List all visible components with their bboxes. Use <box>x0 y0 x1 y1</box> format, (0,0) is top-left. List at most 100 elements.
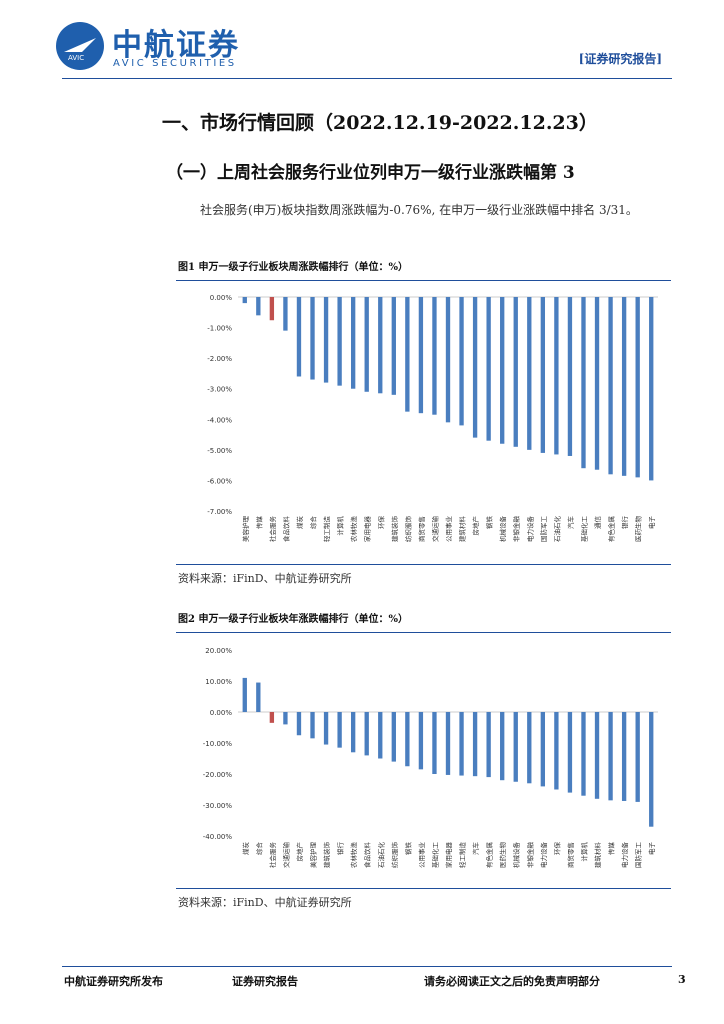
x-category-label: 建筑装饰 <box>322 842 331 869</box>
figure2-bottom-rule <box>176 888 671 889</box>
bar-国防军工 <box>635 712 640 802</box>
bar-房地产 <box>472 297 478 438</box>
x-category-label: 交通运输 <box>430 516 439 543</box>
y-tick-label: 10.00% <box>205 678 232 686</box>
bar-建筑装饰 <box>323 712 329 745</box>
x-category-label: 环保 <box>552 842 561 856</box>
x-category-label: 纺织服饰 <box>403 516 412 543</box>
bar-公用事业 <box>418 712 424 770</box>
x-category-label: 美容护理 <box>241 516 250 543</box>
x-category-label: 轻工制造 <box>322 516 331 543</box>
header-divider <box>62 78 672 79</box>
bar-计算机 <box>337 297 342 386</box>
x-category-label: 食品饮料 <box>281 516 290 543</box>
x-category-label: 农林牧渔 <box>349 842 358 869</box>
bar-传媒 <box>256 297 261 316</box>
y-tick-label: -10.00% <box>203 740 233 748</box>
figure1-source: 资料来源：iFinD、中航证券研究所 <box>178 572 352 585</box>
bar-钢铁 <box>486 297 491 441</box>
figure1-title: 图1 申万一级子行业板块周涨跌幅排行（单位：%） <box>178 262 408 273</box>
y-tick-label: 20.00% <box>205 647 232 655</box>
x-category-label: 计算机 <box>579 842 588 862</box>
figure2-top-rule <box>176 632 671 633</box>
x-category-label: 电子 <box>647 842 656 856</box>
bar-钢铁 <box>405 712 410 767</box>
report-type-tag: [证券研究报告] <box>578 52 662 66</box>
x-category-label: 房地产 <box>471 516 480 536</box>
x-category-label: 传媒 <box>607 842 616 856</box>
x-category-label: 石油石化 <box>552 516 561 543</box>
summary-paragraph: 社会服务(申万)板块指数周涨跌幅为-0.76%, 在申万一级行业涨跌幅中排名 3… <box>200 203 638 217</box>
y-tick-label: -5.00% <box>207 447 232 455</box>
figure1-bar-chart: 0.00% -1.00% -2.00% -3.00% -4.00% -5.00% -6.00… <box>207 294 658 543</box>
x-category-label: 环保 <box>376 516 385 530</box>
bar-美容护理 <box>242 297 247 304</box>
bar-非银金融 <box>513 297 518 447</box>
x-category-label: 电力设备 <box>620 842 629 869</box>
bar-计算机 <box>581 712 586 796</box>
bar-轻工制造 <box>323 297 329 383</box>
bar-商贸零售 <box>418 297 424 414</box>
bar-社会服务 <box>269 712 275 723</box>
bar-建筑材料 <box>459 297 464 426</box>
footer-divider <box>62 966 672 967</box>
y-tick-label: -30.00% <box>203 802 233 810</box>
bar-非银金融 <box>527 712 532 784</box>
x-category-label: 食品饮料 <box>363 842 372 869</box>
x-category-label: 非银金融 <box>525 842 534 869</box>
x-category-label: 基础化工 <box>430 842 439 869</box>
y-tick-label: -7.00% <box>207 508 232 516</box>
x-category-label: 综合 <box>309 516 318 530</box>
x-category-label: 社会服务 <box>268 842 277 869</box>
y-tick-label: -1.00% <box>207 325 232 333</box>
bar-电子 <box>649 297 654 481</box>
x-category-label: 电力设备 <box>525 516 534 543</box>
bar-传媒 <box>608 712 613 801</box>
bar-农林牧渔 <box>350 297 356 389</box>
bar-公用事业 <box>445 297 451 423</box>
bar-电子 <box>649 712 654 827</box>
x-category-label: 通信 <box>593 516 602 530</box>
bar-汽车 <box>472 712 478 777</box>
bar-汽车 <box>567 297 573 456</box>
bar-电力设备 <box>527 297 532 450</box>
x-category-label: 公用事业 <box>417 842 426 869</box>
bar-机械设备 <box>500 297 505 444</box>
bar-石油石化 <box>378 712 383 759</box>
y-tick-label: -40.00% <box>203 833 233 841</box>
y-tick-label: 0.00% <box>210 294 233 302</box>
x-category-label: 煤炭 <box>241 842 250 856</box>
bar-食品饮料 <box>364 712 369 756</box>
bar-综合 <box>256 682 261 712</box>
x-category-label: 纺织服饰 <box>390 842 399 869</box>
bar-医药生物 <box>635 297 640 478</box>
figure2-source: 资料来源：iFinD、中航证券研究所 <box>178 896 352 909</box>
y-tick-label: -4.00% <box>207 416 232 424</box>
bar-综合 <box>310 297 315 380</box>
x-category-label: 商贸零售 <box>566 842 575 868</box>
bar-建筑装饰 <box>391 297 396 395</box>
bar-交通运输 <box>283 712 288 725</box>
bar-家用电器 <box>364 297 369 392</box>
bar-石油石化 <box>554 297 559 455</box>
x-category-label: 传媒 <box>254 516 263 530</box>
x-category-label: 家用电器 <box>444 842 453 869</box>
y-tick-label: -2.00% <box>207 355 232 363</box>
y-tick-label: -3.00% <box>207 386 232 394</box>
x-category-label: 美容护理 <box>309 842 318 869</box>
bar-机械设备 <box>513 712 518 782</box>
bar-国防军工 <box>540 297 546 453</box>
x-category-label: 公用事业 <box>444 516 453 543</box>
x-category-label: 家用电器 <box>363 516 372 543</box>
subsection-heading: （一）上周社会服务行业位列申万一级行业涨跌幅第 3 <box>166 163 575 183</box>
x-category-label: 石油石化 <box>376 842 385 869</box>
x-category-label: 汽车 <box>471 842 480 856</box>
bar-纺织服饰 <box>391 712 396 762</box>
y-tick-label: -6.00% <box>207 477 232 485</box>
bar-基础化工 <box>432 712 437 774</box>
bar-纺织服饰 <box>405 297 410 412</box>
x-category-label: 电子 <box>647 516 656 530</box>
footer-disclaimer: 请务必阅读正文之后的免责声明部分 <box>424 975 600 988</box>
bar-银行 <box>337 712 342 748</box>
bar-建筑材料 <box>594 712 600 799</box>
